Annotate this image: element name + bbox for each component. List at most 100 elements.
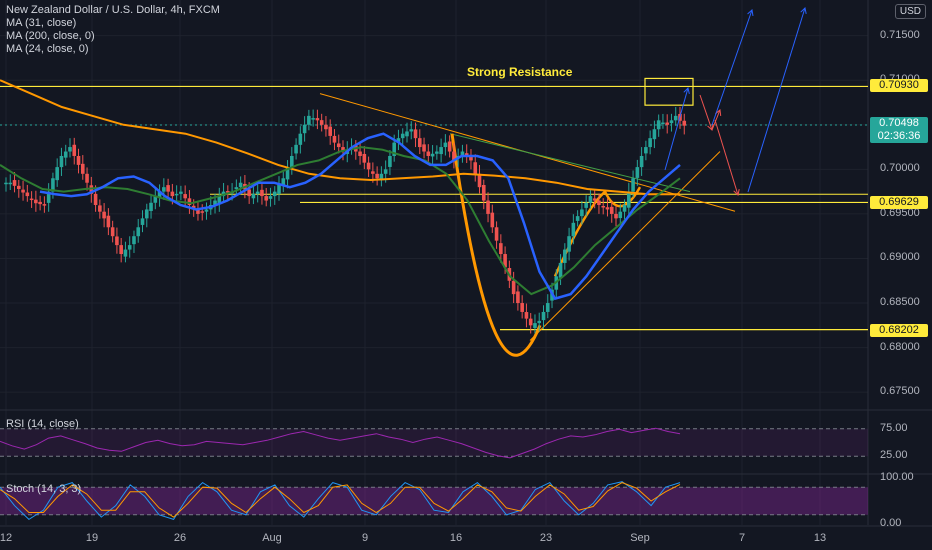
candle-body — [200, 211, 205, 213]
candle-body — [324, 124, 328, 130]
currency-button[interactable]: USD — [894, 4, 926, 19]
price-tick-label: 0.67500 — [880, 385, 920, 398]
candle-body — [162, 187, 166, 192]
candle-body — [59, 155, 64, 168]
legend-ma200[interactable]: MA (200, close, 0) — [6, 30, 95, 42]
resistance-price-tag: 0.70930 — [870, 79, 928, 92]
candle-body — [260, 189, 264, 197]
stoch-label[interactable]: Stoch (14, 3, 3) — [6, 483, 82, 495]
candle-body — [174, 193, 179, 196]
candle-body — [460, 151, 465, 156]
stoch-pane — [0, 481, 868, 521]
candle-body — [311, 118, 315, 120]
candle-body — [639, 155, 644, 168]
candle-body — [268, 196, 273, 199]
candle-body — [516, 291, 520, 304]
bar-countdown: 02:36:36 — [877, 130, 921, 142]
candle-body — [614, 213, 618, 219]
rsi-line — [0, 427, 681, 459]
candle-body — [486, 200, 490, 214]
time-tick-label: 7 — [738, 532, 746, 544]
candle-body — [396, 138, 401, 142]
candle-body — [251, 193, 256, 199]
candle-body — [635, 167, 640, 178]
stoch-k-line — [0, 481, 681, 521]
candle-body — [281, 178, 286, 185]
candle-body — [644, 147, 648, 154]
rsi-pane — [0, 427, 868, 459]
candle-body — [102, 211, 106, 219]
candle-body — [392, 142, 396, 156]
candle-body — [196, 209, 200, 214]
candle-body — [499, 243, 503, 255]
candle-body — [55, 167, 59, 181]
legend-ma24[interactable]: MA (24, close, 0) — [6, 43, 89, 55]
up-projection-arrow — [664, 87, 689, 171]
rsi-tick-label: 25.00 — [880, 449, 908, 462]
time-tick-label: 9 — [361, 532, 369, 544]
projection-arrows — [664, 7, 807, 196]
candle-body — [400, 133, 405, 139]
candle-body — [622, 205, 627, 212]
candle-body — [426, 151, 431, 156]
candle-body — [217, 196, 222, 204]
rsi-tick-label: 75.00 — [880, 421, 908, 434]
candle-body — [571, 222, 576, 237]
strong-resistance-label: Strong Resistance — [467, 65, 573, 79]
candle-body — [490, 212, 495, 228]
candle-body — [123, 249, 128, 257]
candle-body — [473, 162, 478, 174]
candle-body — [272, 191, 277, 197]
stoch-tick-label: 0.00 — [880, 517, 902, 529]
candle-body — [541, 311, 546, 321]
candle-body — [16, 185, 21, 189]
candle-body — [51, 178, 55, 192]
candle-body — [439, 147, 443, 155]
candle-body — [187, 198, 192, 205]
candle-body — [652, 129, 657, 140]
time-tick-label: 26 — [173, 532, 187, 544]
candle-body — [413, 129, 418, 139]
candle-body — [430, 153, 435, 157]
rsi-label[interactable]: RSI (14, close) — [6, 418, 79, 430]
candle-body — [294, 144, 298, 154]
candle-body — [627, 191, 631, 208]
candle-body — [405, 131, 409, 137]
resistance-box — [644, 77, 694, 106]
ma200-line — [0, 79, 680, 196]
candle-body — [661, 122, 665, 125]
candle-body — [89, 185, 94, 194]
candle-body — [76, 155, 81, 165]
candle-body — [669, 120, 674, 124]
candle-body — [592, 198, 597, 201]
candle-body — [580, 209, 584, 217]
candle-body — [341, 147, 345, 152]
up-projection-arrow-head — [800, 7, 807, 14]
candle-body — [298, 133, 303, 145]
candle-body — [204, 209, 209, 212]
candle-body — [38, 201, 42, 205]
candle-body — [435, 151, 439, 154]
candle-body — [379, 173, 384, 180]
last-price-value: 0.70498 — [879, 117, 919, 129]
time-tick-label: 16 — [449, 532, 463, 544]
ascending-trendline — [529, 151, 721, 341]
candle-body — [157, 191, 162, 199]
candle-body — [42, 204, 47, 206]
candle-body — [238, 182, 243, 188]
candle-body — [601, 205, 606, 208]
candle-body — [618, 211, 623, 219]
candle-body — [264, 196, 269, 201]
symbol-title[interactable]: New Zealand Dollar / U.S. Dollar, 4h, FX… — [6, 4, 220, 16]
price-tick-label: 0.69500 — [880, 206, 920, 219]
legend-ma31[interactable]: MA (31, close) — [6, 17, 77, 29]
time-tick-label: 13 — [813, 532, 827, 544]
candle-body — [80, 163, 85, 174]
stoch-tick-label: 100.00 — [880, 471, 914, 483]
down-projection-arrow-head — [715, 109, 722, 117]
candle-body — [29, 198, 34, 201]
candle-body — [302, 124, 307, 134]
price-tick-label: 0.70000 — [880, 162, 920, 175]
support-low-price-tag: 0.68202 — [870, 324, 928, 337]
